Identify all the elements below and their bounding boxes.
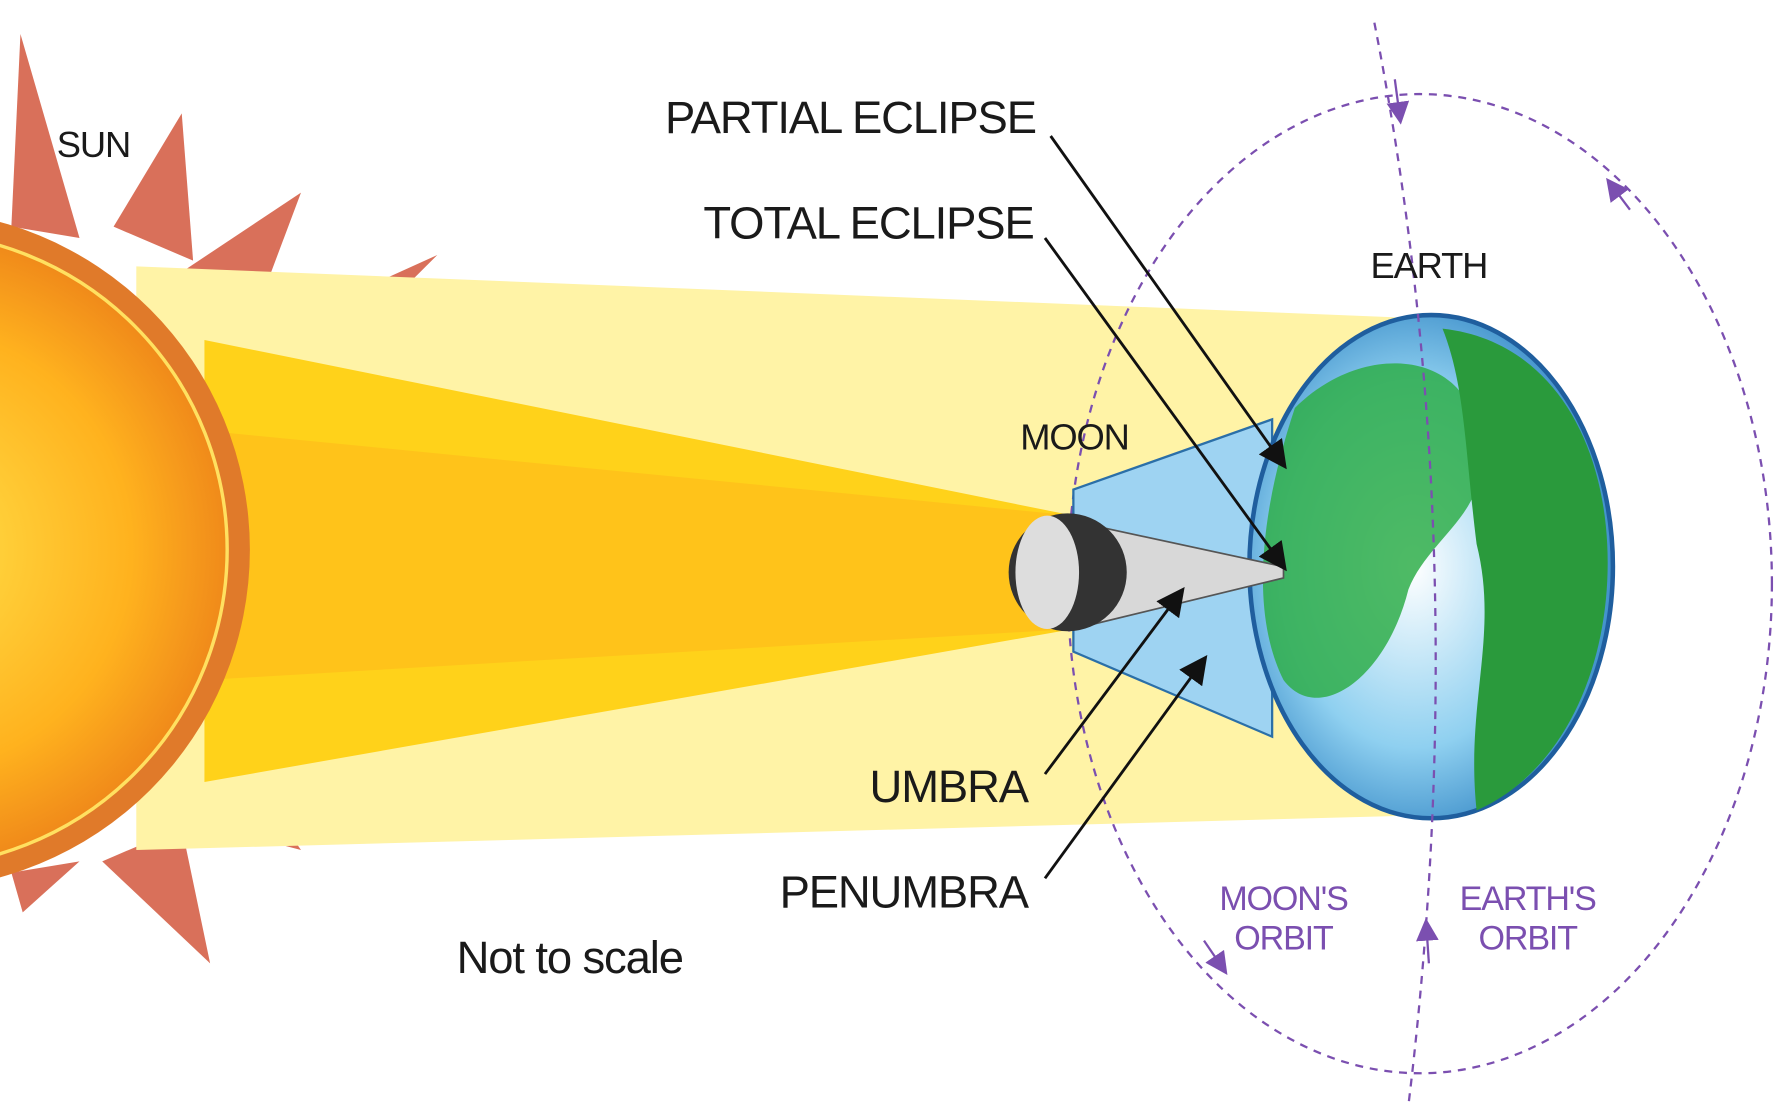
total-eclipse-label: TOTAL ECLIPSE (703, 198, 1033, 249)
moon-orbit-label: ORBIT (1234, 920, 1333, 958)
earth-orbit-label: EARTH'S (1460, 880, 1597, 918)
orbit-arrow (1613, 187, 1630, 210)
moon-label: MOON (1020, 416, 1129, 457)
scale-note: Not to scale (457, 932, 683, 983)
orbit-arrow (1204, 941, 1221, 966)
orbit-arrow (1427, 929, 1429, 963)
eclipse-diagram: SUN PARTIAL ECLIPSE TOTAL ECLIPSE EARTH … (0, 0, 1781, 1105)
sun-label: SUN (57, 124, 130, 165)
earth-orbit-label: ORBIT (1479, 920, 1578, 958)
moon-lit (1015, 516, 1079, 629)
orbit-arrow (1395, 79, 1400, 113)
partial-eclipse-label: PARTIAL ECLIPSE (665, 92, 1036, 143)
penumbra-label: PENUMBRA (780, 866, 1030, 917)
umbra-label: UMBRA (870, 761, 1030, 812)
earth-label: EARTH (1370, 245, 1487, 286)
moon-orbit-label: MOON'S (1219, 880, 1348, 918)
page: {"labels": { "sun": "SUN", "partial_ecli… (0, 0, 1781, 1105)
